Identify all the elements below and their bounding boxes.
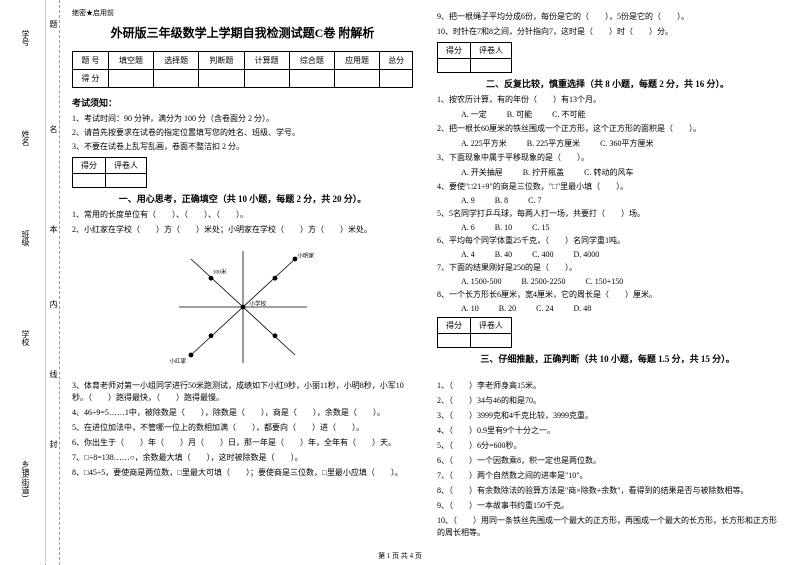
- options: A. 开关抽屉B. 拧开瓶盖C. 转动的风车: [437, 167, 778, 178]
- question: 9、（ ）一本故事书约重150千克。: [437, 500, 778, 512]
- question: 10、（ ）用同一条铁丝先围成一个最大的正方形，再围成一个最大的长方形，长方形和…: [437, 515, 778, 539]
- question: 8、（ ）有余数除法的验算方法是"商×除数+余数"，看得到的结果是否与被除数相等…: [437, 485, 778, 497]
- left-column: 绝密★启用前 外研版三年级数学上学期自我检测试题C卷 附解析 题 号 填空题 选…: [60, 0, 425, 565]
- question: 2、（ ）34与46的和是70。: [437, 395, 778, 407]
- options: A. 一定B. 可能C. 不可能: [437, 109, 778, 120]
- inner-mark: 名: [48, 125, 59, 133]
- th: 题 号: [73, 52, 109, 70]
- th: 应用题: [334, 52, 379, 70]
- diagram-label: 小学校: [249, 299, 266, 307]
- th: 总分: [380, 52, 413, 70]
- binding-margin: 学号 姓名 班级 学校 乡镇(街道) 题 名 本 内 线 封: [0, 0, 60, 565]
- options: A. 10B. 20C. 24D. 48: [437, 304, 778, 313]
- scorer-box: 得分评卷人: [72, 157, 147, 188]
- question: 1、（ ）李老师身高15米。: [437, 380, 778, 392]
- page-footer: 第 1 页 共 4 页: [0, 551, 800, 561]
- margin-label-xingming: 姓名: [20, 130, 31, 146]
- diagram-label: 小红家: [169, 357, 186, 365]
- inner-mark: 封: [48, 440, 59, 448]
- question: 2、把一根长60厘米的铁丝围成一个正方形，这个正方形的面积是（ ）。: [437, 123, 778, 135]
- question: 10、时针在7和8之间，分针指向7，这时是（ ）时（ ）分。: [437, 26, 778, 38]
- question: 1、常用的长度单位有（ ）、（ ）、（ ）。: [72, 209, 413, 221]
- question: 8、一个长方形长6厘米，宽4厘米，它的周长是（ ）厘米。: [437, 289, 778, 301]
- question: 4、46÷9=5……1中，被除数是（ ），除数是（ ），商是（ ），余数是（ ）…: [72, 407, 413, 419]
- margin-label-xuehao: 学号: [20, 30, 31, 46]
- question: 4、要使"□21÷9"的商是三位数，"□"里最小填（ ）。: [437, 181, 778, 193]
- options: A. 9B. 8C. 7: [437, 196, 778, 205]
- table-row: 得 分: [73, 70, 413, 88]
- seal-text: 绝密★启用前: [72, 8, 413, 18]
- question: 4、（ ）0.9里有9个十分之一。: [437, 425, 778, 437]
- question: 6、平均每个同学体重25千克，（ ）名同学重1吨。: [437, 235, 778, 247]
- exam-title: 外研版三年级数学上学期自我检测试题C卷 附解析: [72, 24, 413, 41]
- options: A. 6B. 10C. 15: [437, 223, 778, 232]
- scorer-box: 得分评卷人: [437, 317, 512, 348]
- table-row: 题 号 填空题 选择题 判断题 计算题 综合题 应用题 总分: [73, 52, 413, 70]
- question: 7、（ ）两个自然数之间的进率是"10"。: [437, 470, 778, 482]
- question: 5、（ ）6分=600秒。: [437, 440, 778, 452]
- question: 2、小红家在学校（ ）方（ ）米处；小明家在学校（ ）方（ ）米处。: [72, 224, 413, 236]
- question: 5、5名同学打乒乓球，每两人打一场，共要打（ ）场。: [437, 208, 778, 220]
- question: 7、□÷8=138……○，余数最大填（ ），这时被除数是（ ）。: [72, 452, 413, 464]
- right-column: 9、把一根绳子平均分成6份，每份是它的（ ），5份是它的（ ）。 10、时针在7…: [425, 0, 790, 565]
- question: 3、下面现象中属于平移现象的是（ ）。: [437, 152, 778, 164]
- scorer-c2: 评卷人: [106, 157, 147, 173]
- notice-item: 2、请首先按要求在试卷的指定位置填写您的姓名、班级、学号。: [72, 127, 413, 138]
- options: A. 225平方米B. 225平方厘米C. 360平方厘米: [437, 138, 778, 149]
- notice-item: 1、考试时间：90 分钟，满分为 100 分（含卷面分 2 分）。: [72, 113, 413, 124]
- th: 选择题: [154, 52, 199, 70]
- question: 3、体育老师对第一小组同学进行50米跑测试，成绩如下小红9秒，小丽11秒，小明8…: [72, 380, 413, 404]
- question: 5、在进位加法中，不管哪一位上的数相加满（ ），都要向（ ）进（ ）。: [72, 422, 413, 434]
- question: 3、（ ）3999克和4千克比较，3999克重。: [437, 410, 778, 422]
- inner-mark: 内: [48, 300, 59, 308]
- section-a-title: 一、用心思考，正确填空（共 10 小题，每题 2 分，共 20 分）。: [72, 192, 413, 205]
- dotted-line: [45, 0, 46, 565]
- direction-diagram: 100米 小学校 小明家 小红家: [72, 242, 413, 374]
- inner-mark: 本: [48, 225, 59, 233]
- notice-item: 3、不要在试卷上乱写乱画，卷面不整洁扣 2 分。: [72, 141, 413, 152]
- question: 7、下面的结果刚好是250的是（ ）。: [437, 262, 778, 274]
- question: 9、把一根绳子平均分成6份，每份是它的（ ），5份是它的（ ）。: [437, 11, 778, 23]
- options: A. 1500-500B. 2500-2250C. 150+150: [437, 277, 778, 286]
- content-area: 绝密★启用前 外研版三年级数学上学期自我检测试题C卷 附解析 题 号 填空题 选…: [60, 0, 800, 565]
- question: 1、按农历计算，有的年份（ ）有13个月。: [437, 94, 778, 106]
- margin-label-xiangzhen: 乡镇(街道): [20, 460, 31, 497]
- question: 8、□45÷5，要使商是两位数，□里最大可填（ ）；要使商是三位数，□里最小应填…: [72, 467, 413, 479]
- margin-label-xuexiao: 学校: [20, 330, 31, 346]
- diagram-label: 100米: [212, 267, 226, 275]
- score-table: 题 号 填空题 选择题 判断题 计算题 综合题 应用题 总分 得 分: [72, 51, 413, 88]
- diagram-label: 小明家: [297, 251, 314, 259]
- th: 判断题: [199, 52, 244, 70]
- inner-mark: 线: [48, 370, 59, 378]
- th: 填空题: [108, 52, 153, 70]
- section-b-title: 二、反复比较，慎重选择（共 8 小题，每题 2 分，共 16 分）。: [437, 77, 778, 90]
- options: A. 4B. 40C. 400D. 4000: [437, 250, 778, 259]
- scorer-c1: 得分: [73, 157, 106, 173]
- td: 得 分: [73, 70, 109, 88]
- notice-head: 考试须知：: [72, 96, 413, 109]
- question: 6、（ ）一个因数乘8，积一定也是两位数。: [437, 455, 778, 467]
- question: 6、你出生于（ ）年（ ）月（ ）日，那一年是（ ）年，全年有（ ）天。: [72, 437, 413, 449]
- scorer-box: 得分评卷人: [437, 42, 512, 73]
- th: 综合题: [289, 52, 334, 70]
- margin-label-banji: 班级: [20, 230, 31, 246]
- inner-mark: 题: [48, 20, 59, 28]
- section-c-title: 三、仔细推敲，正确判断（共 10 小题，每题 1.5 分，共 15 分）。: [437, 352, 778, 365]
- th: 计算题: [244, 52, 289, 70]
